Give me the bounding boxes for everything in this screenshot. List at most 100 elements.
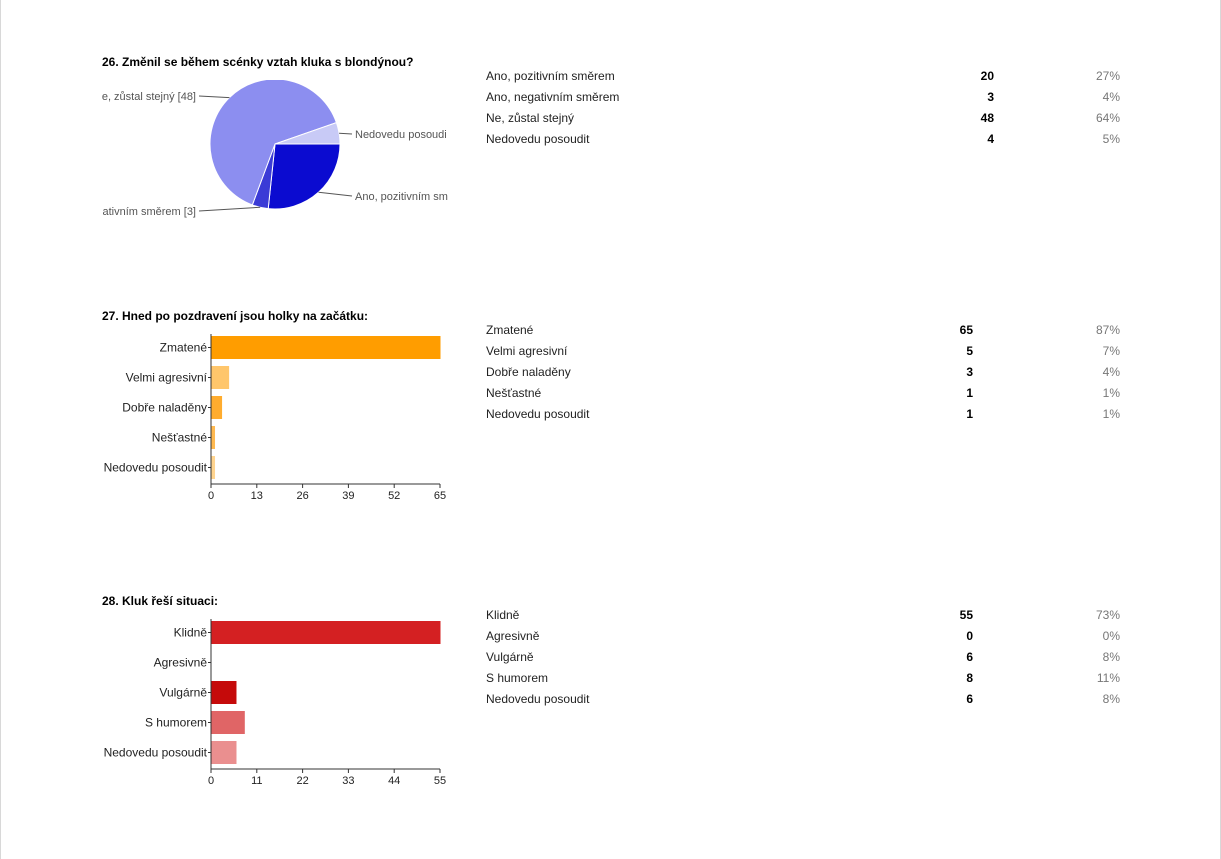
category-label: Nedovedu posoudit: [104, 746, 208, 760]
table-row: Ne, zůstal stejný 48 64%: [486, 108, 1126, 129]
category-label: Dobře naladěny: [122, 401, 207, 415]
answer-count: 3: [987, 90, 994, 104]
x-tick-label: 33: [342, 775, 354, 787]
bar-chart-svg: Klidně Agresivně Vulgárně S humorem Nedovedu…: [104, 619, 446, 787]
answer-label: Ano, pozitivním směrem: [486, 69, 615, 83]
category-label: Agresivně: [154, 656, 208, 670]
pie-slice-label: e, zůstal stejný [48]: [102, 91, 196, 103]
question-28-title: 28. Kluk řeší situaci:: [102, 594, 219, 608]
answer-percent: 8%: [1102, 692, 1120, 706]
category-label: Klidně: [174, 626, 208, 640]
answer-count: 1: [966, 407, 973, 421]
answer-count: 6: [966, 650, 973, 664]
pie-slice-label: ativním směrem [3]: [102, 206, 196, 218]
x-tick-label: 13: [251, 490, 263, 502]
table-row: Nedovedu posoudit 1 1%: [486, 404, 1126, 425]
question-26-pie-chart: Ano, pozitivním sm ativním směrem [3] e, z…: [102, 80, 448, 225]
x-tick-label: 26: [296, 490, 308, 502]
answer-label: Nedovedu posoudit: [486, 132, 590, 146]
bar: [211, 426, 216, 449]
table-row: Klidně 55 73%: [486, 605, 1126, 626]
pie-slice: [274, 121, 341, 145]
answer-label: S humorem: [486, 671, 549, 685]
answer-label: Ano, negativním směrem: [486, 90, 620, 104]
x-tick-label: 0: [208, 775, 214, 787]
table-row: Zmatené 65 87%: [486, 320, 1126, 341]
pie-leader-line: [318, 191, 353, 197]
bar: [211, 711, 245, 734]
answer-percent: 1%: [1102, 386, 1120, 400]
answer-percent: 7%: [1102, 344, 1120, 358]
x-tick-label: 11: [251, 775, 262, 787]
table-row: Ano, pozitivním směrem 20 27%: [486, 66, 1126, 87]
answer-percent: 64%: [1095, 111, 1120, 125]
pie-slice: [209, 80, 338, 206]
table-row: Vulgárně 6 8%: [486, 647, 1126, 668]
answer-percent: 4%: [1102, 90, 1120, 104]
answer-percent: 4%: [1102, 365, 1120, 379]
table-row: Ano, negativním směrem 3 4%: [486, 87, 1126, 108]
answer-label: Zmatené: [486, 323, 534, 337]
table-row: S humorem 8 11%: [486, 668, 1126, 689]
answer-percent: 5%: [1102, 132, 1120, 146]
answer-percent: 27%: [1095, 69, 1120, 83]
answer-count: 6: [966, 692, 973, 706]
question-27-bar-chart: Zmatené Velmi agresivní Dobře naladěny Nešť…: [102, 332, 452, 504]
answer-label: Agresivně: [486, 629, 540, 643]
answer-count: 20: [980, 69, 994, 83]
answer-label: Dobře naladěny: [486, 365, 571, 379]
question-26-results-table: Ano, pozitivním směrem 20 27% Ano, negativn…: [486, 66, 1126, 150]
x-tick-label: 52: [388, 490, 400, 502]
answer-count: 4: [987, 132, 994, 146]
pie-slice-label: Ano, pozitivním sm: [355, 191, 448, 203]
answer-label: Nešťastné: [486, 386, 542, 400]
table-row: Velmi agresivní 5 7%: [486, 341, 1126, 362]
answer-percent: 87%: [1095, 323, 1120, 337]
bar: [211, 456, 216, 479]
bar-chart-svg: Zmatené Velmi agresivní Dobře naladěny Nešť…: [104, 334, 446, 502]
answer-count: 55: [959, 608, 973, 622]
pie-leader-line: [339, 132, 353, 135]
category-label: Nešťastné: [152, 431, 208, 445]
answer-label: Velmi agresivní: [486, 344, 568, 358]
answer-percent: 8%: [1102, 650, 1120, 664]
bar: [211, 366, 230, 389]
answer-count: 1: [966, 386, 973, 400]
answer-percent: 0%: [1102, 629, 1120, 643]
x-tick-label: 22: [296, 775, 308, 787]
pie-slice: [267, 143, 341, 210]
answer-count: 5: [966, 344, 973, 358]
x-tick-label: 65: [434, 490, 446, 502]
question-28-bar-chart: Klidně Agresivně Vulgárně S humorem Nedovedu…: [102, 617, 452, 789]
category-label: Vulgárně: [159, 686, 207, 700]
category-label: S humorem: [145, 716, 207, 730]
answer-count: 65: [959, 323, 973, 337]
question-27-results-table: Zmatené 65 87% Velmi agresivní 5 7% Dobře nala…: [486, 320, 1126, 425]
category-label: Nedovedu posoudit: [104, 461, 208, 475]
x-tick-label: 39: [342, 490, 354, 502]
bar: [211, 336, 441, 359]
table-row: Agresivně 0 0%: [486, 626, 1126, 647]
answer-label: Vulgárně: [486, 650, 534, 664]
x-tick-label: 55: [434, 775, 446, 787]
answer-label: Nedovedu posoudit: [486, 692, 590, 706]
table-row: Nedovedu posoudit 4 5%: [486, 129, 1126, 150]
x-tick-label: 44: [388, 775, 400, 787]
question-28-results-table: Klidně 55 73% Agresivně 0 0% Vulgárně 6 8% S humo…: [486, 605, 1126, 710]
bar: [211, 396, 223, 419]
bar: [211, 681, 237, 704]
pie-slice-label: Nedovedu posoudi: [355, 129, 447, 141]
x-tick-label: 0: [208, 490, 214, 502]
question-26-title: 26. Změnil se během scénky vztah kluka s…: [102, 55, 414, 69]
bar: [211, 621, 441, 644]
pie-leader-line: [198, 206, 261, 212]
answer-count: 3: [966, 365, 973, 379]
answer-percent: 1%: [1102, 407, 1120, 421]
pie-leader-line: [198, 95, 230, 99]
answer-percent: 11%: [1096, 671, 1120, 685]
answer-label: Ne, zůstal stejný: [486, 111, 575, 125]
answer-label: Nedovedu posoudit: [486, 407, 590, 421]
answer-percent: 73%: [1095, 608, 1120, 622]
answer-count: 8: [966, 671, 973, 685]
table-row: Nešťastné 1 1%: [486, 383, 1126, 404]
